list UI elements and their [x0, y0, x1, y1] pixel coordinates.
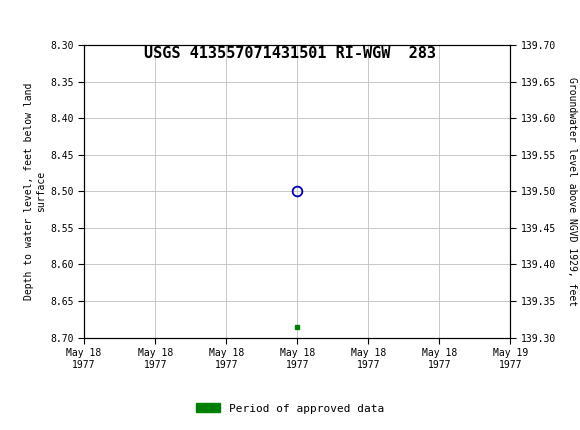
- Text: USGS: USGS: [39, 9, 95, 27]
- Text: USGS 413557071431501 RI-WGW  283: USGS 413557071431501 RI-WGW 283: [144, 46, 436, 61]
- Y-axis label: Depth to water level, feet below land
surface: Depth to water level, feet below land su…: [24, 83, 46, 300]
- Y-axis label: Groundwater level above NGVD 1929, feet: Groundwater level above NGVD 1929, feet: [567, 77, 577, 306]
- Legend: Period of approved data: Period of approved data: [191, 399, 389, 418]
